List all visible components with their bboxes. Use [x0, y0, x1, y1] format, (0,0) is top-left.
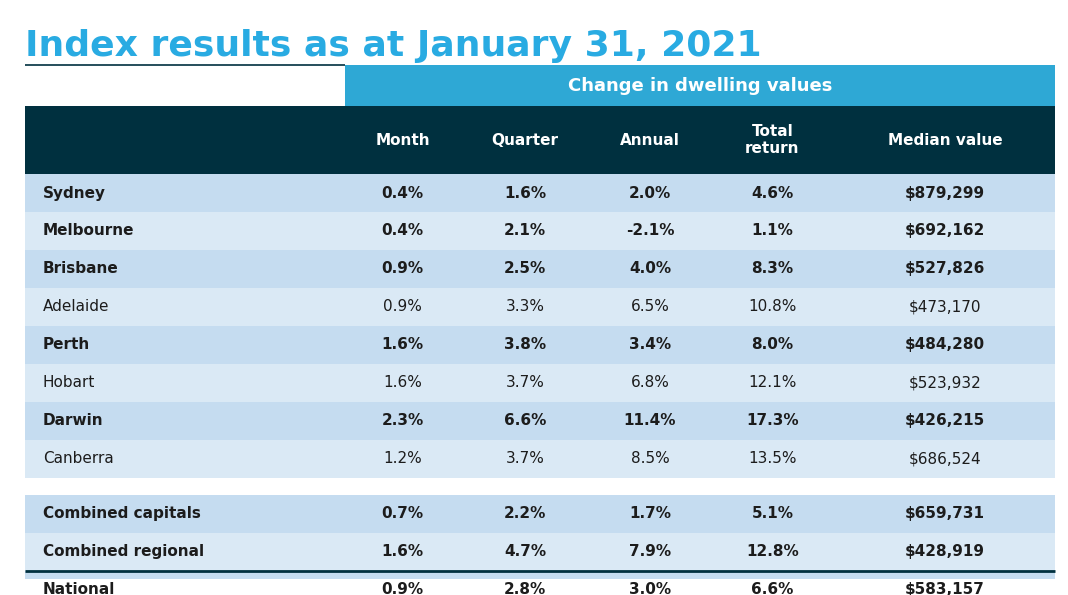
- Text: Combined capitals: Combined capitals: [43, 506, 201, 521]
- Bar: [25, 571, 1055, 595]
- Bar: [25, 250, 1055, 288]
- Text: $659,731: $659,731: [905, 506, 985, 521]
- Text: Month: Month: [375, 133, 429, 148]
- Bar: [25, 65, 345, 106]
- Text: 8.3%: 8.3%: [752, 261, 794, 277]
- Text: Annual: Annual: [621, 133, 680, 148]
- Text: 7.9%: 7.9%: [629, 544, 671, 559]
- Text: 2.1%: 2.1%: [504, 224, 546, 239]
- Text: 6.6%: 6.6%: [751, 583, 794, 595]
- Text: 4.7%: 4.7%: [504, 544, 546, 559]
- Text: 3.7%: 3.7%: [505, 375, 545, 390]
- Bar: [25, 326, 1055, 364]
- Text: 2.3%: 2.3%: [381, 413, 424, 428]
- Text: $692,162: $692,162: [905, 224, 985, 239]
- Text: Darwin: Darwin: [43, 413, 104, 428]
- Text: 3.4%: 3.4%: [629, 337, 671, 352]
- Text: 1.6%: 1.6%: [381, 337, 424, 352]
- Bar: [25, 174, 1055, 212]
- Text: Sydney: Sydney: [43, 186, 106, 201]
- Text: Total
return: Total return: [745, 124, 800, 156]
- Text: 0.4%: 0.4%: [381, 186, 424, 201]
- Text: Hobart: Hobart: [43, 375, 95, 390]
- Text: 1.6%: 1.6%: [383, 375, 422, 390]
- Text: 0.9%: 0.9%: [381, 583, 424, 595]
- Text: National: National: [43, 583, 115, 595]
- Text: 1.2%: 1.2%: [383, 451, 422, 466]
- Text: $473,170: $473,170: [909, 299, 981, 314]
- Text: 6.6%: 6.6%: [504, 413, 546, 428]
- Text: 1.1%: 1.1%: [752, 224, 794, 239]
- Text: 0.4%: 0.4%: [381, 224, 424, 239]
- Bar: [25, 533, 1055, 571]
- Text: 2.0%: 2.0%: [629, 186, 671, 201]
- Text: Melbourne: Melbourne: [43, 224, 135, 239]
- Text: $426,215: $426,215: [905, 413, 985, 428]
- Text: Canberra: Canberra: [43, 451, 114, 466]
- Text: 12.8%: 12.8%: [747, 544, 799, 559]
- Bar: [345, 65, 1055, 106]
- Text: 3.0%: 3.0%: [629, 583, 671, 595]
- Text: 1.6%: 1.6%: [504, 186, 546, 201]
- Text: 8.5%: 8.5%: [630, 451, 670, 466]
- Text: Brisbane: Brisbane: [43, 261, 119, 277]
- Text: 6.8%: 6.8%: [630, 375, 670, 390]
- Text: $428,919: $428,919: [905, 544, 985, 559]
- Text: 6.5%: 6.5%: [630, 299, 670, 314]
- Text: 2.8%: 2.8%: [504, 583, 546, 595]
- Text: 4.0%: 4.0%: [629, 261, 671, 277]
- Text: 2.2%: 2.2%: [504, 506, 546, 521]
- Text: 8.0%: 8.0%: [752, 337, 794, 352]
- Text: 10.8%: 10.8%: [749, 299, 797, 314]
- Bar: [25, 478, 1055, 495]
- Bar: [25, 106, 1055, 174]
- Text: 1.7%: 1.7%: [629, 506, 671, 521]
- Text: 5.1%: 5.1%: [752, 506, 794, 521]
- Text: 2.5%: 2.5%: [504, 261, 546, 277]
- Text: Adelaide: Adelaide: [43, 299, 110, 314]
- Text: Quarter: Quarter: [491, 133, 559, 148]
- Text: $527,826: $527,826: [905, 261, 985, 277]
- Text: Median value: Median value: [888, 133, 1002, 148]
- Text: 0.9%: 0.9%: [381, 261, 424, 277]
- Text: 3.7%: 3.7%: [505, 451, 545, 466]
- Text: $686,524: $686,524: [909, 451, 981, 466]
- Bar: [25, 212, 1055, 250]
- Text: 4.6%: 4.6%: [752, 186, 794, 201]
- Text: Perth: Perth: [43, 337, 91, 352]
- Text: Change in dwelling values: Change in dwelling values: [568, 77, 832, 95]
- Text: $484,280: $484,280: [905, 337, 985, 352]
- Text: 17.3%: 17.3%: [747, 413, 799, 428]
- Text: 0.9%: 0.9%: [383, 299, 422, 314]
- Text: 0.7%: 0.7%: [381, 506, 424, 521]
- Text: $879,299: $879,299: [905, 186, 985, 201]
- Text: 13.5%: 13.5%: [749, 451, 797, 466]
- Text: $583,157: $583,157: [905, 583, 985, 595]
- Bar: [25, 495, 1055, 533]
- Bar: [25, 364, 1055, 402]
- Bar: [25, 440, 1055, 478]
- Text: -2.1%: -2.1%: [626, 224, 674, 239]
- Text: Index results as at January 31, 2021: Index results as at January 31, 2021: [25, 29, 761, 63]
- Text: 11.4%: 11.4%: [624, 413, 676, 428]
- Text: Combined regional: Combined regional: [43, 544, 204, 559]
- Text: 1.6%: 1.6%: [381, 544, 424, 559]
- Bar: [25, 288, 1055, 326]
- Text: $523,932: $523,932: [909, 375, 981, 390]
- Bar: [25, 402, 1055, 440]
- Text: 3.8%: 3.8%: [504, 337, 546, 352]
- Text: 12.1%: 12.1%: [749, 375, 797, 390]
- Text: 3.3%: 3.3%: [505, 299, 545, 314]
